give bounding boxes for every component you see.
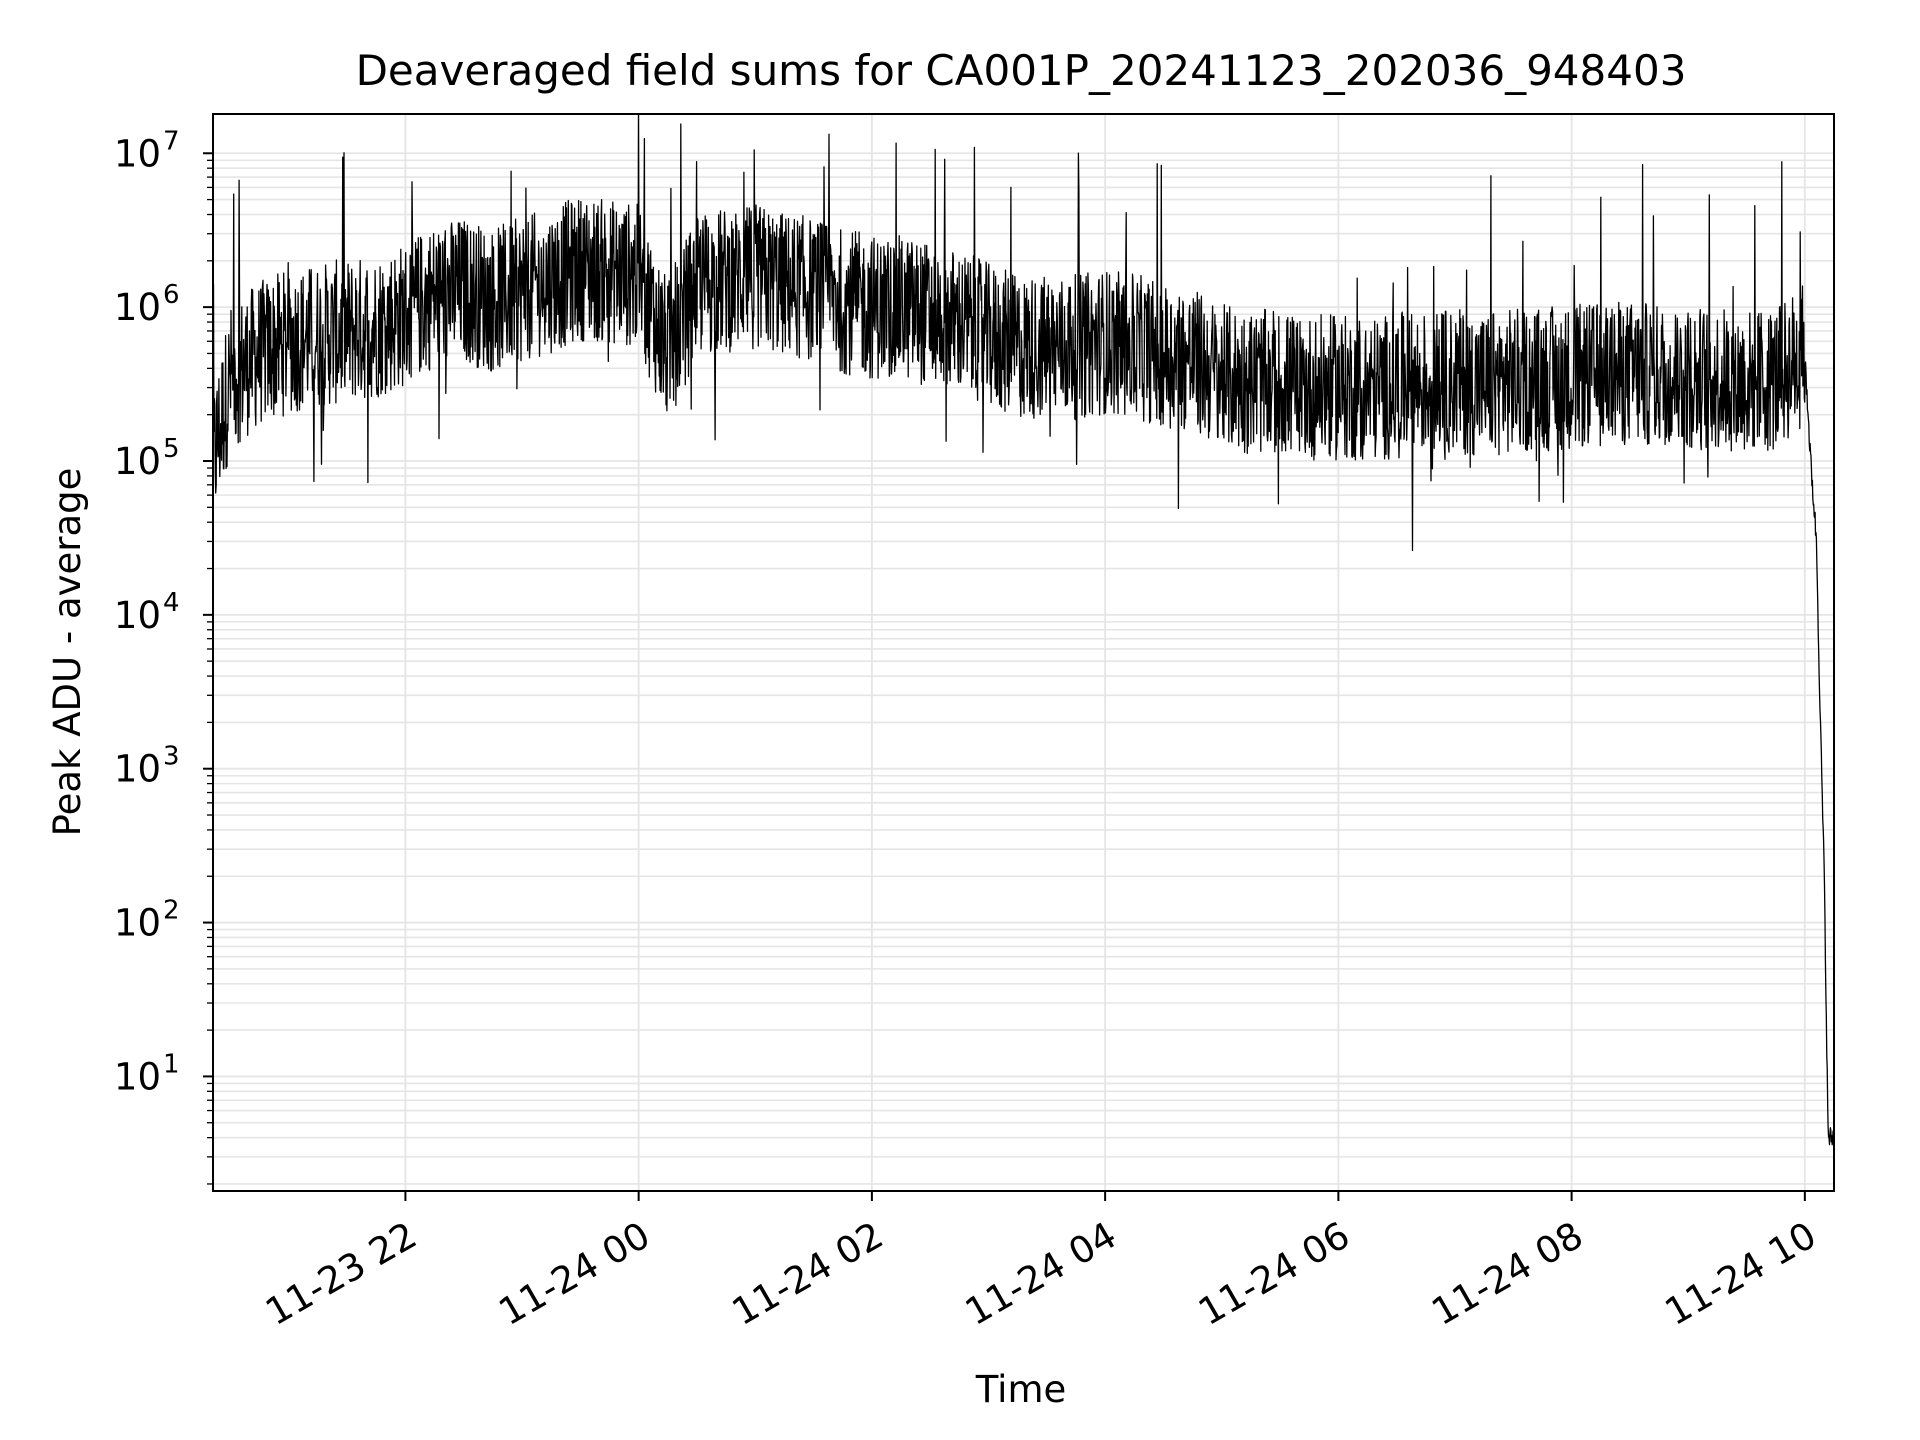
y-tick-exponent: 1	[163, 1049, 180, 1079]
y-tick-label: 10	[114, 440, 161, 483]
y-tick-exponent: 7	[163, 126, 180, 156]
chart-title: Deaveraged field sums for CA001P_2024112…	[356, 46, 1687, 95]
y-tick-label: 10	[114, 748, 161, 791]
y-tick-label: 10	[114, 594, 161, 637]
y-tick-exponent: 2	[163, 896, 180, 926]
y-tick-exponent: 5	[163, 434, 180, 464]
x-axis-label: Time	[975, 1368, 1067, 1411]
y-tick-label: 10	[114, 286, 161, 329]
y-tick-exponent: 6	[163, 280, 180, 310]
plot-frame	[212, 113, 1835, 1192]
y-tick-exponent: 3	[163, 742, 180, 772]
y-tick-label: 10	[114, 132, 161, 175]
y-tick-exponent: 4	[163, 588, 180, 618]
y-axis-label: Peak ADU - average	[46, 468, 89, 837]
y-tick-label: 10	[114, 902, 161, 945]
series-line	[212, 113, 1835, 1146]
y-tick-label: 10	[114, 1055, 161, 1098]
